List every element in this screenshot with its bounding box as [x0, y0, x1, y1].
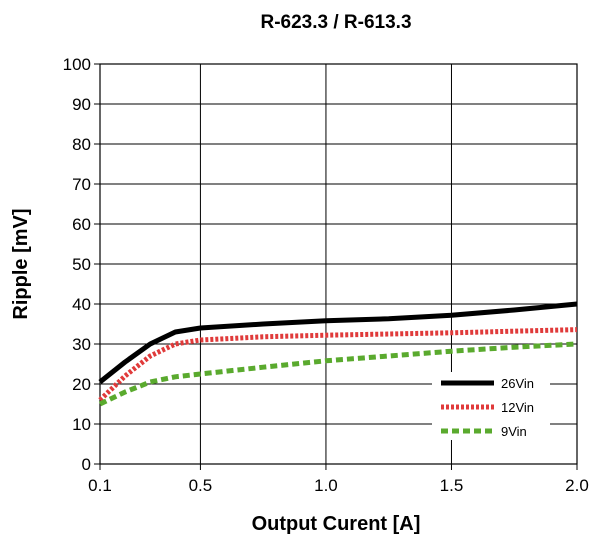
grid	[100, 64, 577, 464]
y-tick-label: 40	[72, 295, 91, 314]
legend-label-9vin: 9Vin	[501, 424, 527, 439]
x-tick-label: 2.0	[565, 476, 589, 495]
y-tick-label: 50	[72, 255, 91, 274]
chart-title: R-623.3 / R-613.3	[260, 12, 411, 33]
legend-label-12vin: 12Vin	[501, 400, 534, 415]
x-tick-label: 0.1	[88, 476, 112, 495]
y-axis-ticks: 0 10 20 30 40 50 60 70 80 90 100	[63, 55, 100, 474]
y-axis-label: Ripple [mV]	[10, 208, 32, 319]
x-tick-label: 1.0	[314, 476, 338, 495]
legend-label-26vin: 26Vin	[501, 376, 534, 391]
y-tick-label: 10	[72, 415, 91, 434]
series-group	[98, 301, 578, 407]
series-line-26vin	[98, 301, 578, 384]
y-tick-label: 0	[82, 455, 91, 474]
y-tick-label: 70	[72, 175, 91, 194]
x-axis-ticks: 0.1 0.5 1.0 1.5 2.0	[88, 464, 589, 495]
x-tick-label: 1.5	[440, 476, 464, 495]
x-tick-label: 0.5	[189, 476, 213, 495]
y-tick-label: 60	[72, 215, 91, 234]
y-tick-label: 80	[72, 135, 91, 154]
x-axis-label: Output Curent [A]	[252, 513, 421, 535]
legend: 26Vin 12Vin 9Vin	[432, 372, 550, 440]
y-tick-label: 100	[63, 55, 91, 74]
y-tick-label: 30	[72, 335, 91, 354]
y-tick-label: 90	[72, 95, 91, 114]
series-line-9vin	[98, 341, 578, 407]
y-tick-label: 20	[72, 375, 91, 394]
series-line-12vin	[98, 327, 578, 402]
